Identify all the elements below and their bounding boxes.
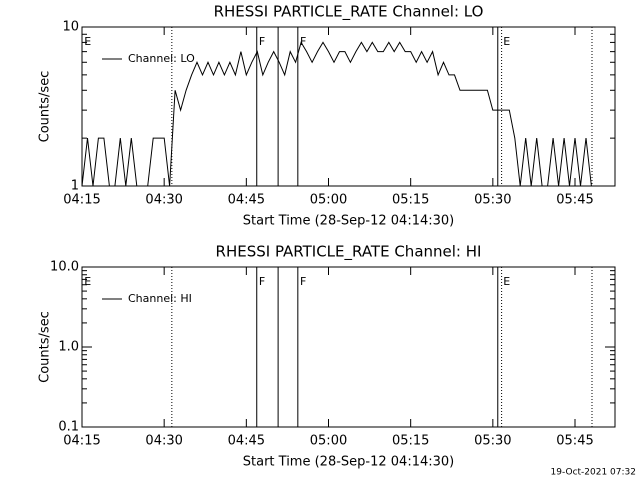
plot-frame <box>81 26 616 187</box>
event-label: F <box>300 275 306 288</box>
legend-label: Channel: LO <box>128 52 195 65</box>
x-tick-label: 04:30 <box>145 434 182 449</box>
x-tick-label: 04:15 <box>63 434 100 449</box>
chart-title: RHESSI PARTICLE_RATE Channel: HI <box>216 243 482 262</box>
x-tick-label: 05:15 <box>392 193 429 208</box>
x-axis-label: Start Time (28-Sep-12 04:14:30) <box>243 455 454 470</box>
event-label: E <box>84 275 91 288</box>
event-label: F <box>300 35 306 48</box>
x-tick-label: 05:00 <box>310 434 347 449</box>
x-tick-label: 04:30 <box>145 193 182 208</box>
y-tick-label: 10 <box>62 20 79 35</box>
y-axis-label: Counts/sec <box>38 71 53 143</box>
chart-title: RHESSI PARTICLE_RATE Channel: LO <box>214 3 484 22</box>
x-tick-label: 05:00 <box>310 193 347 208</box>
y-tick-label: 10.0 <box>50 260 79 275</box>
x-tick-label: 05:45 <box>556 193 593 208</box>
data-line <box>81 41 592 187</box>
x-tick-label: 05:30 <box>474 193 511 208</box>
y-axis-label: Counts/sec <box>38 311 53 383</box>
event-label: E <box>503 35 510 48</box>
x-tick-label: 04:45 <box>228 193 265 208</box>
y-tick-label: 1 <box>71 179 79 194</box>
plot-frame <box>81 266 616 428</box>
y-tick-label: 1.0 <box>58 340 79 355</box>
x-tick-label: 05:15 <box>392 434 429 449</box>
event-label: E <box>503 275 510 288</box>
x-axis-label: Start Time (28-Sep-12 04:14:30) <box>243 214 454 229</box>
x-tick-label: 04:15 <box>63 193 100 208</box>
x-tick-label: 05:30 <box>474 434 511 449</box>
y-tick-label: 0.1 <box>58 420 79 435</box>
legend-label: Channel: HI <box>128 292 192 305</box>
x-tick-label: 05:45 <box>556 434 593 449</box>
footer: 19-Oct-2021 07:32 <box>551 468 636 478</box>
event-label: E <box>84 35 91 48</box>
event-label: F <box>259 275 265 288</box>
x-tick-label: 04:45 <box>228 434 265 449</box>
event-label: F <box>259 35 265 48</box>
